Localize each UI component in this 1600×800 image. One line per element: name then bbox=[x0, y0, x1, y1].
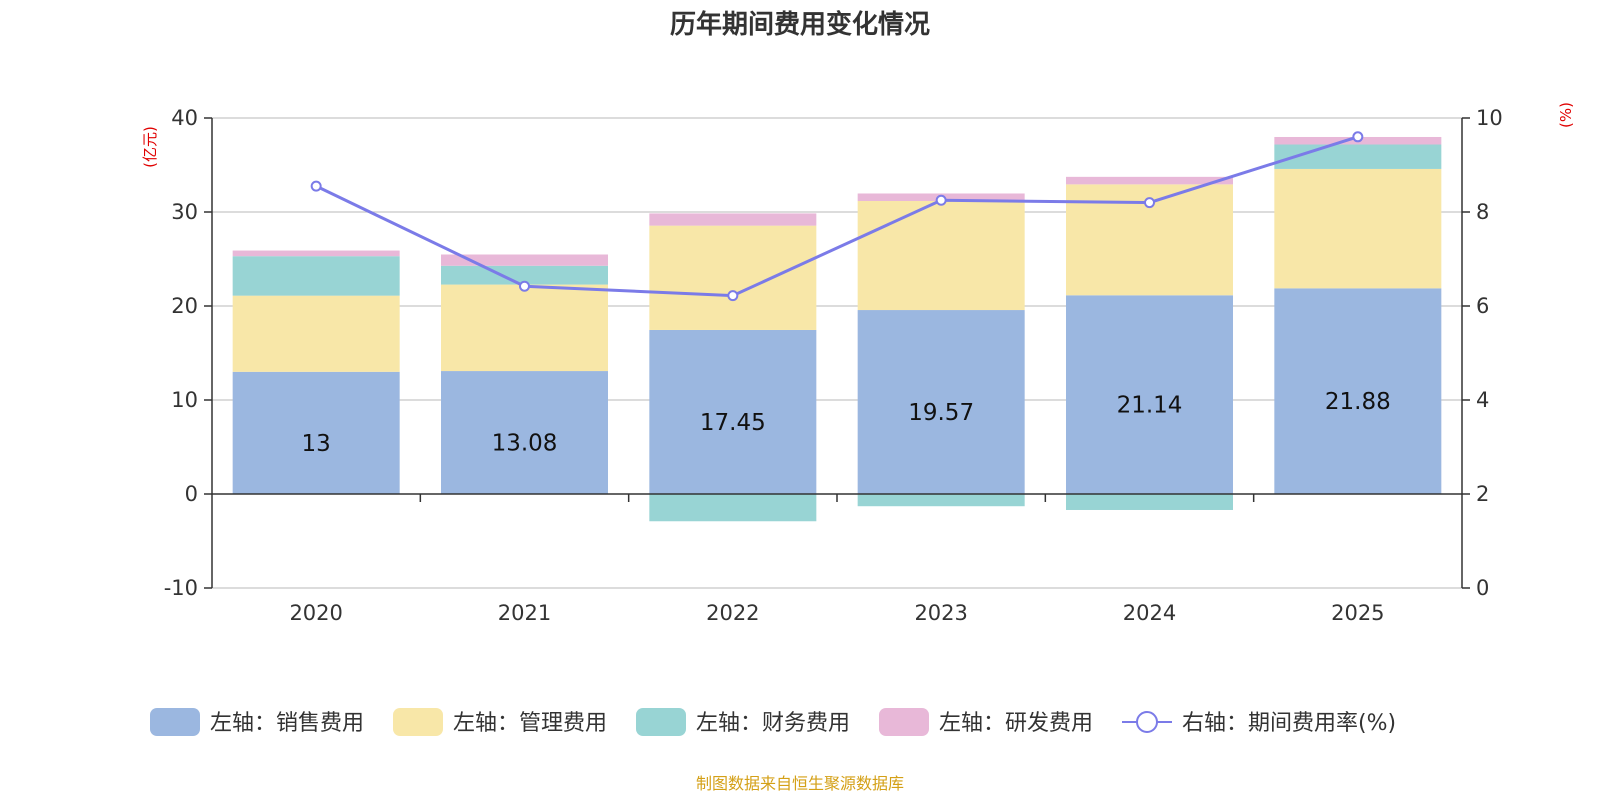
right-tick-label: 4 bbox=[1476, 388, 1489, 412]
bar-segment bbox=[649, 225, 817, 330]
category-label: 2020 bbox=[289, 601, 342, 625]
bar-segment bbox=[649, 494, 817, 522]
right-axis-unit: (%) bbox=[1557, 102, 1575, 128]
bar-value-label: 21.14 bbox=[1117, 393, 1183, 419]
legend-line-marker bbox=[1136, 711, 1158, 733]
bar-segment bbox=[857, 310, 1025, 494]
bar-segment bbox=[1066, 295, 1233, 494]
rate-line bbox=[315, 135, 1359, 298]
left-tick-label: 0 bbox=[185, 482, 198, 506]
rate-line-layer bbox=[310, 131, 1364, 302]
bar-segment bbox=[232, 250, 400, 257]
left-tick-label: 30 bbox=[171, 200, 198, 224]
left-tick-label: -10 bbox=[164, 576, 198, 600]
legend-label: 左轴：管理费用 bbox=[453, 711, 607, 736]
category-label: 2025 bbox=[1331, 601, 1384, 625]
bar-segment bbox=[1274, 288, 1442, 494]
category-label: 2022 bbox=[706, 601, 759, 625]
bar-segment bbox=[1066, 176, 1233, 185]
legend-swatch bbox=[150, 708, 200, 736]
left-axis-unit: (亿元) bbox=[141, 126, 159, 168]
legend-label: 左轴：销售费用 bbox=[210, 711, 364, 736]
right-tick-label: 2 bbox=[1476, 482, 1489, 506]
legend: 左轴：销售费用 左轴：管理费用 左轴：财务费用 左轴：研发费用 右轴：期间费用率(%) bbox=[150, 708, 1396, 736]
rate-point bbox=[519, 280, 530, 292]
legend-swatch bbox=[879, 708, 929, 736]
category-label: 2024 bbox=[1123, 601, 1176, 625]
category-label: 2023 bbox=[914, 601, 967, 625]
rate-point bbox=[935, 194, 947, 206]
source-note: 制图数据来自恒生聚源数据库 bbox=[696, 774, 904, 793]
bar-segment bbox=[441, 371, 608, 494]
bar-value-label: 13 bbox=[302, 431, 331, 457]
right-tick-label: 8 bbox=[1476, 200, 1489, 224]
chart-title: 历年期间费用变化情况 bbox=[670, 9, 930, 40]
data-label-layer: 13 13.08 17.45 19.57 21.14 21.88 bbox=[302, 389, 1391, 457]
bar-value-label: 17.45 bbox=[700, 410, 766, 436]
bar-value-label: 13.08 bbox=[492, 431, 558, 457]
bar-segment bbox=[649, 213, 817, 226]
bar-layer bbox=[232, 136, 1442, 522]
legend-swatch bbox=[393, 708, 443, 736]
rate-point bbox=[1352, 131, 1364, 143]
gridlines bbox=[212, 117, 1462, 589]
left-tick-label: 40 bbox=[171, 106, 198, 130]
right-tick-label: 0 bbox=[1476, 576, 1489, 600]
legend-label: 左轴：财务费用 bbox=[696, 711, 850, 736]
rate-point bbox=[727, 290, 739, 302]
right-tick-label: 10 bbox=[1476, 106, 1503, 130]
rate-point bbox=[1144, 197, 1155, 209]
bar-segment bbox=[232, 295, 400, 372]
bar-segment bbox=[857, 494, 1025, 507]
bar-segment bbox=[649, 329, 817, 494]
bar-segment bbox=[1274, 168, 1442, 289]
legend-label: 左轴：研发费用 bbox=[939, 711, 1093, 736]
bar-value-label: 19.57 bbox=[908, 400, 974, 426]
bar-segment bbox=[1066, 494, 1233, 510]
legend-swatch bbox=[636, 708, 686, 736]
bar-segment bbox=[232, 371, 400, 494]
right-tick-label: 6 bbox=[1476, 294, 1489, 318]
left-tick-label: 20 bbox=[171, 294, 198, 318]
category-label: 2021 bbox=[498, 601, 551, 625]
bar-segment bbox=[441, 265, 608, 285]
rate-point bbox=[310, 180, 322, 192]
bar-segment bbox=[1274, 144, 1442, 169]
bar-segment bbox=[441, 284, 608, 372]
left-tick-label: 10 bbox=[171, 388, 198, 412]
bar-value-label: 21.88 bbox=[1325, 389, 1391, 415]
legend-label: 右轴：期间费用率(%) bbox=[1182, 711, 1396, 736]
bar-segment bbox=[232, 256, 400, 296]
bar-segment bbox=[441, 254, 608, 266]
bar-segment bbox=[857, 201, 1025, 311]
